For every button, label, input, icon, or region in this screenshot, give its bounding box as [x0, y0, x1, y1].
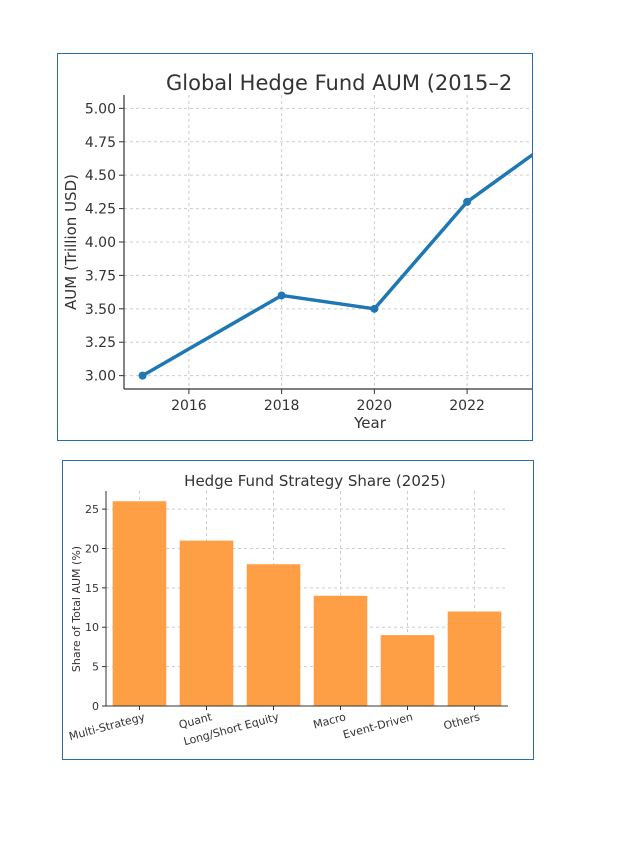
- aum-data-point: [277, 291, 286, 300]
- aum-x-axis-label: Year: [353, 414, 387, 432]
- strategy-x-tick-label: Others: [442, 710, 481, 732]
- strategy-bar-chart-panel: 0 5 10 15 20 25 Multi-Strategy Quant Long/Short…: [62, 460, 534, 760]
- aum-y-axis-label: AUM (Trillion USD): [62, 174, 80, 310]
- aum-y-tick-label: 4.00: [85, 235, 116, 251]
- aum-x-tick-label: 2020: [357, 398, 393, 414]
- aum-data-point: [463, 197, 472, 206]
- aum-y-tick-label: 5.00: [85, 101, 116, 117]
- aum-x-tick-label: 2022: [449, 398, 485, 414]
- aum-line-chart-panel: 3.00 3.25 3.50 3.75 4.00 4.25 4.50 4.75 5.00 201…: [57, 53, 533, 441]
- strategy-y-tick-label: 15: [85, 582, 99, 595]
- strategy-bar: [112, 501, 167, 706]
- strategy-y-tick-label: 5: [92, 661, 99, 674]
- strategy-bar: [313, 595, 368, 706]
- aum-y-tick-label: 4.75: [85, 135, 116, 151]
- strategy-y-axis-label: Share of Total AUM (%): [70, 546, 83, 672]
- strategy-x-tick-label: Event-Driven: [342, 710, 415, 741]
- aum-y-tick-label: 3.00: [85, 369, 116, 385]
- aum-y-tick-label: 4.25: [85, 202, 116, 218]
- aum-x-tick-label: 2016: [171, 398, 207, 414]
- aum-y-tick-label: 3.75: [85, 268, 116, 284]
- aum-y-tick-label: 4.50: [85, 168, 116, 184]
- aum-y-tick-label: 3.50: [85, 302, 116, 318]
- strategy-bar: [246, 564, 301, 706]
- strategy-y-tick-label: 20: [85, 542, 99, 555]
- strategy-y-tick-label: 25: [85, 503, 99, 516]
- aum-chart-title: Global Hedge Fund AUM (2015–2: [166, 71, 512, 95]
- aum-line-chart: 3.00 3.25 3.50 3.75 4.00 4.25 4.50 4.75 5.00 201…: [62, 71, 532, 432]
- strategy-bar: [179, 540, 234, 706]
- aum-data-point: [138, 371, 147, 380]
- aum-x-tick-label: 2018: [264, 398, 300, 414]
- strategy-chart-title: Hedge Fund Strategy Share (2025): [184, 472, 446, 490]
- strategy-y-tick-label: 0: [92, 700, 99, 713]
- aum-y-tick-label: 3.25: [85, 335, 116, 351]
- strategy-y-tick-label: 10: [85, 621, 99, 634]
- strategy-bar: [380, 635, 435, 706]
- strategy-bar: [447, 611, 502, 706]
- strategy-x-tick-label: Multi-Strategy: [68, 710, 147, 743]
- aum-data-point: [370, 304, 379, 313]
